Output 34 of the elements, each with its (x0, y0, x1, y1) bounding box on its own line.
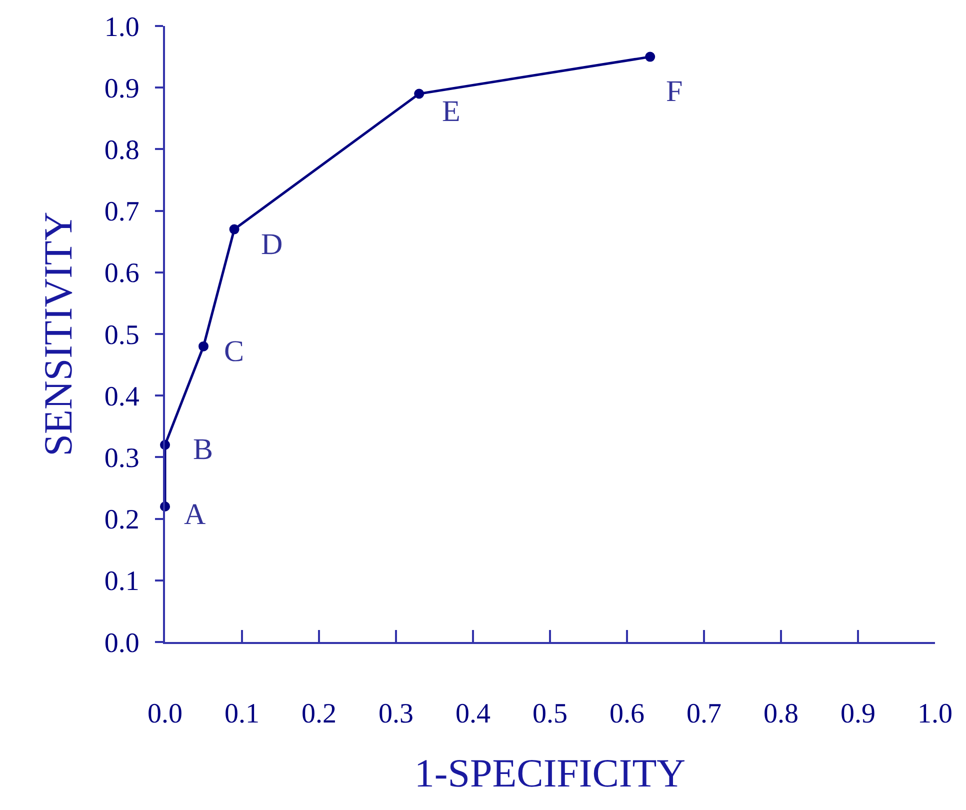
x-tick-label: 0.6 (610, 698, 644, 730)
y-tick-label: 0.5 (104, 320, 140, 351)
y-tick-label: 0.7 (104, 196, 140, 228)
x-tick-label: 0.5 (532, 698, 568, 730)
x-tick-label: 0.0 (148, 698, 182, 730)
x-tick-label: 0.2 (302, 698, 336, 730)
y-tick-label: 0.2 (104, 504, 140, 536)
x-tick-label: 0.3 (378, 698, 414, 730)
annotation: C (224, 335, 244, 368)
x-tick-label: 0.9 (840, 698, 876, 730)
annotation: E (442, 95, 460, 128)
y-tick-label: 0.9 (104, 73, 140, 104)
annotation: B (193, 433, 214, 466)
point (229, 224, 240, 234)
annotation: A (184, 498, 206, 531)
point (198, 341, 208, 352)
annotation: F (666, 75, 683, 108)
point (645, 52, 656, 62)
y-tick-label: 0.0 (104, 628, 140, 659)
x-tick-label: 0.7 (686, 698, 722, 730)
y-tick-label: 0.6 (104, 258, 140, 290)
y-tick-label: 0.4 (104, 381, 140, 412)
x-tick-label: 1.0 (918, 698, 952, 730)
x-tick-label: 0.8 (764, 698, 798, 730)
x-tick-label: 0.4 (456, 698, 490, 730)
annotation: D (261, 228, 283, 261)
y-tick-label: 0.3 (104, 443, 140, 474)
x-tick-label: 0.1 (224, 698, 260, 730)
y-tick-label: 0.1 (104, 566, 140, 598)
y-tick-label: 0.8 (104, 135, 140, 166)
x-axis-title: 1-SPECIFICITY (414, 750, 686, 796)
y-axis-title: SENSITIVITY (35, 212, 80, 456)
y-tick-label: 1.0 (104, 12, 140, 43)
point (414, 88, 424, 99)
